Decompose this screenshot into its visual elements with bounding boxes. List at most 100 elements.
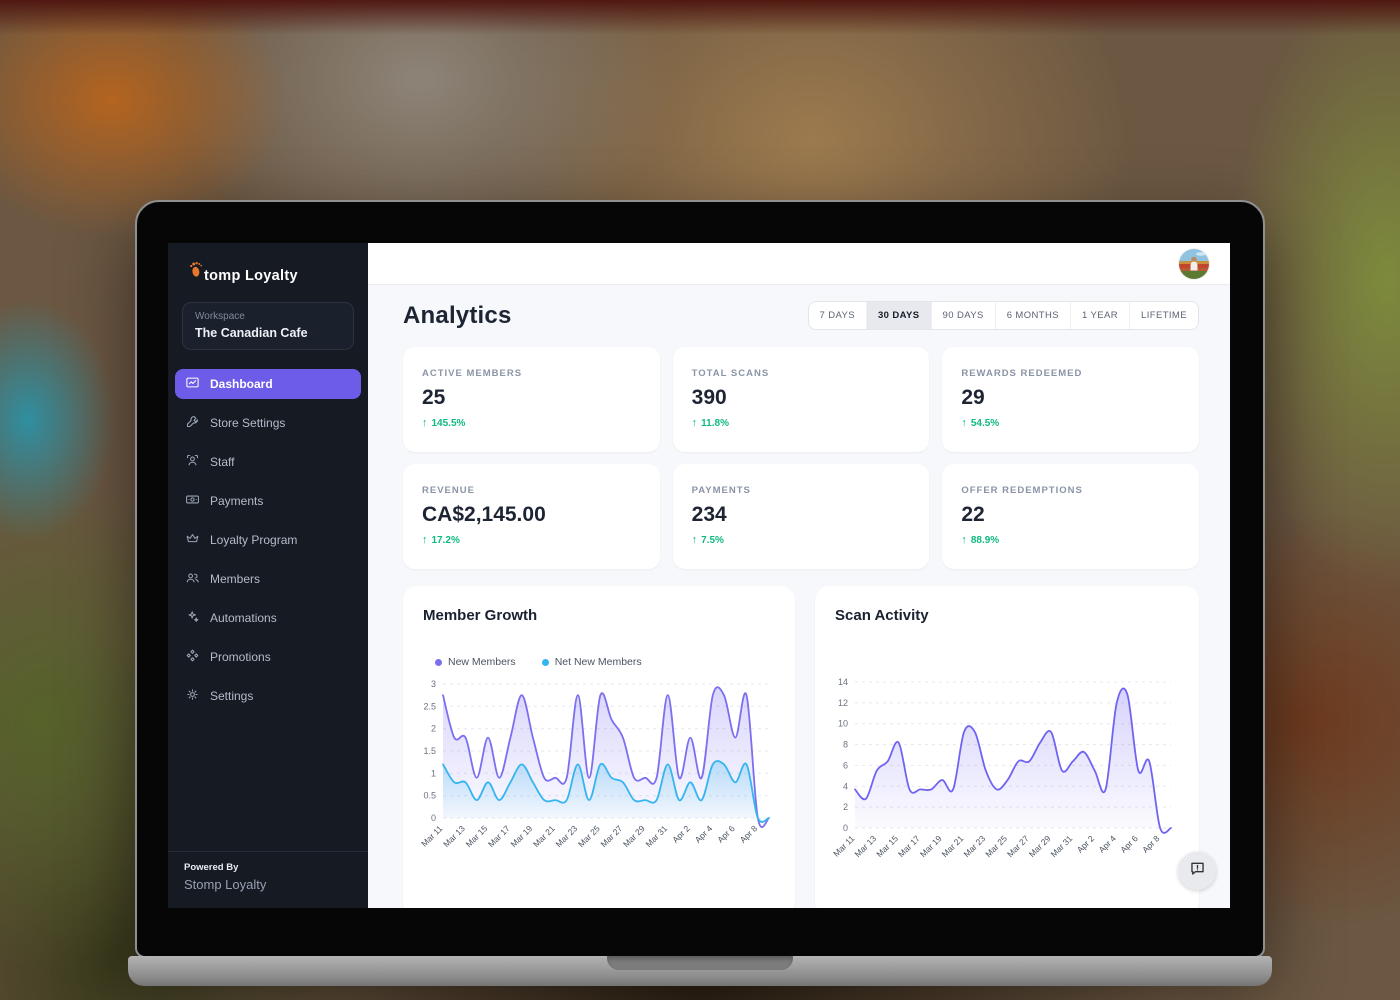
tab-1-year[interactable]: 1 YEAR [1070, 302, 1129, 329]
workspace-selector[interactable]: Workspace The Canadian Cafe [182, 302, 354, 350]
svg-text:3: 3 [431, 679, 436, 689]
up-arrow-icon: ↑ [422, 534, 428, 546]
svg-text:Apr 2: Apr 2 [1075, 833, 1097, 855]
store-settings-icon [185, 414, 200, 432]
powered-by-brand: Stomp Loyalty [184, 877, 267, 892]
laptop-frame: tomp Loyalty Workspace The Canadian Cafe… [135, 200, 1265, 958]
page-title: Analytics [403, 301, 512, 329]
stat-delta: ↑ 145.5% [422, 417, 466, 429]
stat-delta: ↑ 11.8% [691, 417, 729, 429]
svg-text:10: 10 [838, 719, 848, 729]
up-arrow-icon: ↑ [961, 417, 967, 429]
svg-text:Mar 19: Mar 19 [918, 833, 944, 859]
stat-label: PAYMENTS [691, 485, 751, 496]
sidebar-item-label: Settings [210, 689, 254, 703]
sidebar-item-label: Members [210, 572, 261, 586]
members-icon [185, 570, 200, 588]
svg-text:Mar 13: Mar 13 [441, 823, 467, 849]
sidebar-item-label: Automations [210, 611, 277, 625]
chart-title: Member Growth [423, 607, 538, 624]
legend-item: Net New Members [541, 656, 642, 668]
stat-value: 22 [961, 503, 985, 526]
topbar [368, 243, 1230, 285]
chart-card-member-growth: Member Growth New Members Net New Members 0… [403, 586, 795, 908]
svg-text:Mar 25: Mar 25 [576, 823, 602, 849]
up-arrow-icon: ↑ [961, 534, 967, 546]
svg-text:2: 2 [843, 802, 848, 812]
svg-text:6: 6 [843, 760, 848, 770]
tab-7-days[interactable]: 7 DAYS [819, 310, 855, 321]
svg-text:Mar 21: Mar 21 [531, 823, 557, 849]
svg-text:Apr 4: Apr 4 [693, 823, 715, 845]
svg-text:Apr 4: Apr 4 [1096, 833, 1118, 855]
svg-text:12: 12 [838, 698, 848, 708]
stat-label: OFFER REDEMPTIONS [961, 485, 1083, 496]
sidebar-item-store-settings[interactable]: Store Settings [175, 408, 361, 438]
svg-text:0.5: 0.5 [423, 791, 436, 801]
chart-plot: 0 0.5 1 1.5 2 2.5 3 Mar 11 Mar 13 Mar 15 Mar 17 Mar… [417, 676, 781, 877]
sidebar-item-payments[interactable]: Payments [175, 486, 361, 516]
stat-card-total-scans: TOTAL SCANS 390 ↑ 11.8% [672, 347, 930, 452]
stat-card-offer-redemptions: OFFER REDEMPTIONS 22 ↑ 88.9% [942, 464, 1199, 569]
svg-text:0: 0 [843, 823, 848, 833]
sidebar-item-settings[interactable]: Settings [175, 681, 361, 711]
sidebar-item-label: Staff [210, 455, 235, 469]
svg-text:Mar 27: Mar 27 [599, 823, 625, 849]
svg-text:Mar 11: Mar 11 [419, 823, 445, 849]
up-arrow-icon: ↑ [422, 417, 428, 429]
sidebar-item-dashboard[interactable]: Dashboard [175, 369, 361, 399]
chart-card-scan-activity: Scan Activity 0 2 4 6 8 10 12 14 Mar 11 Mar 13 Mar … [815, 586, 1199, 908]
automations-icon [185, 609, 200, 627]
app-screen: tomp Loyalty Workspace The Canadian Cafe… [168, 243, 1230, 908]
svg-text:Mar 23: Mar 23 [554, 823, 580, 849]
chart-plot: 0 2 4 6 8 10 12 14 Mar 11 Mar 13 Mar 15 Mar 17 Mar 1… [829, 674, 1185, 887]
svg-text:Mar 23: Mar 23 [961, 833, 987, 859]
legend-dot-icon [435, 658, 442, 666]
svg-text:Mar 25: Mar 25 [983, 833, 1009, 859]
svg-text:Mar 17: Mar 17 [486, 823, 512, 849]
feedback-button[interactable] [1178, 852, 1216, 890]
stat-label: TOTAL SCANS [691, 368, 770, 379]
svg-text:Mar 21: Mar 21 [940, 833, 966, 859]
stat-value: 25 [422, 386, 446, 409]
stat-card-rewards-redeemed: REWARDS REDEEMED 29 ↑ 54.5% [942, 347, 1199, 452]
workspace-name: The Canadian Cafe [195, 326, 308, 340]
sidebar-item-loyalty-program[interactable]: Loyalty Program [175, 525, 361, 555]
stat-delta: ↑ 17.2% [422, 534, 460, 546]
up-arrow-icon: ↑ [691, 534, 698, 546]
sidebar: tomp Loyalty Workspace The Canadian Cafe… [168, 243, 368, 908]
loyalty-program-icon [185, 531, 200, 549]
up-arrow-icon: ↑ [691, 417, 698, 429]
sidebar-item-automations[interactable]: Automations [175, 603, 361, 633]
tab-30-days[interactable]: 30 DAYS [866, 302, 931, 329]
stats-grid: ACTIVE MEMBERS 25 ↑ 145.5% TOTAL SCANS 390 ↑ 11… [403, 347, 1199, 569]
tab-90-days[interactable]: 90 DAYS [930, 302, 995, 329]
svg-text:2: 2 [431, 724, 436, 734]
svg-text:Mar 17: Mar 17 [896, 833, 922, 859]
sidebar-item-promotions[interactable]: Promotions [175, 642, 361, 672]
svg-text:Mar 19: Mar 19 [509, 823, 535, 849]
svg-text:1.5: 1.5 [423, 746, 436, 756]
svg-text:Mar 29: Mar 29 [1027, 833, 1053, 859]
stat-label: ACTIVE MEMBERS [422, 368, 523, 379]
svg-text:Mar 15: Mar 15 [464, 823, 490, 849]
stat-delta: ↑ 88.9% [961, 534, 1000, 546]
svg-text:Apr 2: Apr 2 [670, 823, 692, 845]
sidebar-item-staff[interactable]: Staff [175, 447, 361, 477]
analytics-content: Analytics 7 DAYS 30 DAYS 90 DAYS 6 MONTHS 1 … [368, 285, 1230, 908]
payments-icon [185, 492, 200, 510]
svg-text:2.5: 2.5 [423, 701, 436, 711]
laptop-base [128, 956, 1272, 986]
tab-6-months[interactable]: 6 MONTHS [994, 302, 1070, 329]
sidebar-nav: Dashboard Store Settings Staff Payments Loya… [168, 369, 368, 711]
sidebar-item-members[interactable]: Members [175, 564, 361, 594]
avatar[interactable] [1179, 248, 1209, 279]
brand-name: tomp Loyalty [204, 268, 298, 284]
svg-text:4: 4 [843, 781, 848, 791]
laptop-notch [607, 956, 793, 970]
footprint-logo-icon [188, 260, 203, 284]
svg-text:Mar 31: Mar 31 [1049, 833, 1075, 859]
tab-lifetime[interactable]: LIFETIME [1129, 302, 1198, 329]
brand-logo: tomp Loyalty [168, 243, 368, 292]
stat-value: 390 [691, 386, 727, 409]
